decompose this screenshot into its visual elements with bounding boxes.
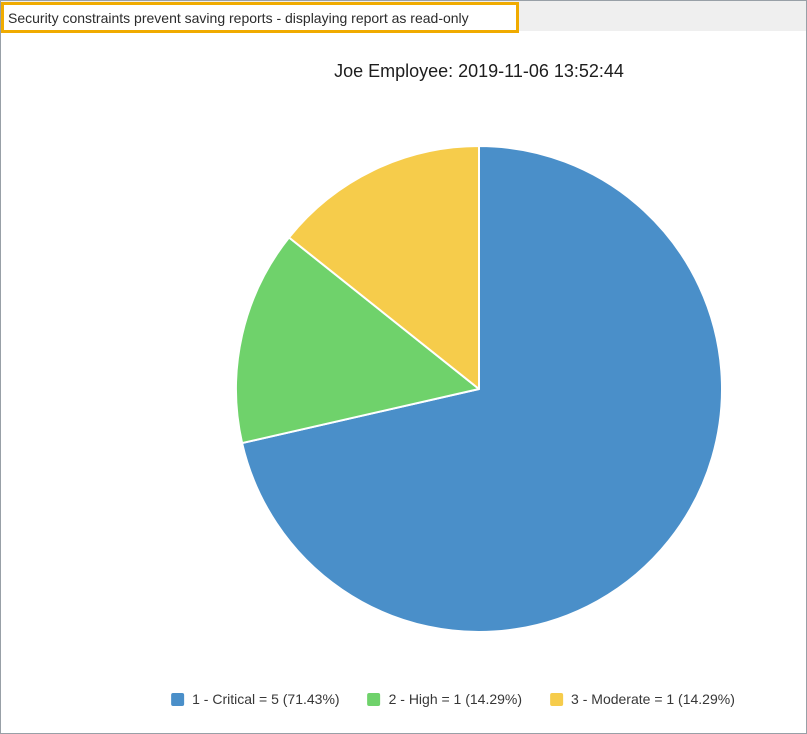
- legend-item-high[interactable]: 2 - High = 1 (14.29%): [367, 691, 523, 707]
- legend-label: 1 - Critical = 5 (71.43%): [192, 691, 340, 707]
- legend-swatch: [171, 692, 185, 706]
- pie-slice[interactable]: [241, 145, 723, 633]
- legend-item-critical[interactable]: 1 - Critical = 5 (71.43%): [171, 691, 340, 707]
- chart-legend: 1 - Critical = 5 (71.43%) 2 - High = 1 (…: [171, 691, 735, 707]
- readonly-banner: Security constraints prevent saving repo…: [1, 2, 519, 33]
- chart-title: Joe Employee: 2019-11-06 13:52:44: [334, 61, 624, 81]
- pie-slice[interactable]: [235, 236, 480, 445]
- pie-slice[interactable]: [288, 145, 480, 390]
- legend-item-moderate[interactable]: 3 - Moderate = 1 (14.29%): [550, 691, 735, 707]
- legend-label: 2 - High = 1 (14.29%): [388, 691, 523, 707]
- pie-chart[interactable]: [233, 143, 725, 635]
- legend-label: 3 - Moderate = 1 (14.29%): [571, 691, 735, 707]
- legend-swatch: [367, 692, 381, 706]
- legend-swatch: [550, 692, 564, 706]
- readonly-banner-text: Security constraints prevent saving repo…: [8, 9, 469, 26]
